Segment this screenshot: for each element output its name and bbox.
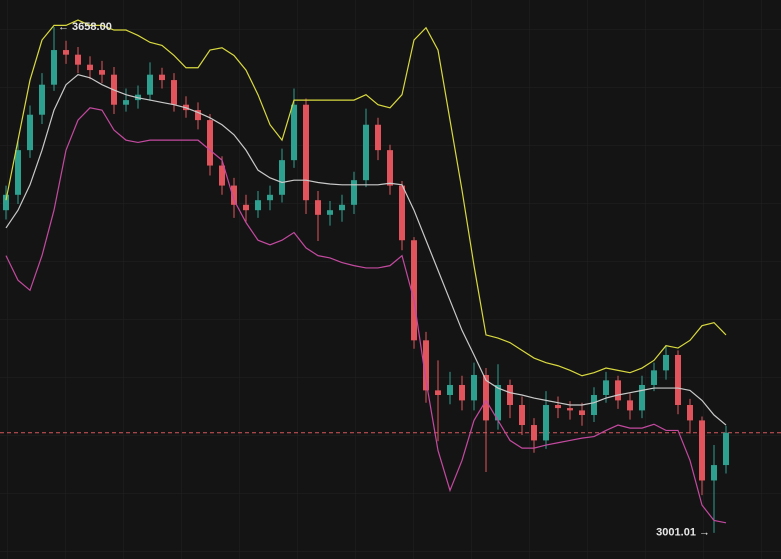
band-line [5,19,727,377]
candle-body [699,420,705,481]
candle-body [471,374,477,401]
candle-body [159,74,165,81]
candle-body [255,200,261,211]
candle-body [99,70,105,75]
candle-body [651,370,657,385]
candle-body [495,384,501,421]
candle-body [195,110,201,121]
candle-body [63,50,69,55]
candle-body [459,384,465,401]
candle-body [327,210,333,215]
candle-body [723,432,729,466]
candle-body [147,74,153,95]
candle-body [51,50,57,85]
candle-body [231,185,237,205]
max-label: ← 3658.00 [58,21,112,33]
candle-body [123,100,129,105]
candle-body [543,405,549,441]
candle-body [483,374,489,421]
band-line [5,74,727,426]
candle-body [567,408,573,411]
candle-body [387,150,393,186]
candle-body [219,165,225,186]
candle-body [363,124,369,181]
candle-body [447,384,453,395]
candle-body [663,354,669,371]
candle-body [291,104,297,161]
candle-body [39,84,45,115]
candle-body [603,380,609,395]
candle-body [579,410,585,416]
candle-body [351,180,357,205]
candle-body [507,384,513,406]
candle-body [687,405,693,421]
candle-body [87,64,93,71]
candle-body [591,394,597,416]
band-line [5,107,727,524]
min-label: 3001.01 → [656,527,710,539]
candle-body [339,204,345,211]
candle-body [27,114,33,151]
candle-body [399,185,405,241]
candle-body [15,150,21,195]
candle-body [711,465,717,481]
candle-body [243,204,249,211]
candle-body [627,400,633,411]
candle-body [267,194,273,201]
candle-body [207,120,213,166]
candle-body [315,200,321,215]
candle-body [675,354,681,406]
candle-body [279,160,285,195]
candle-body [411,240,417,341]
candle-body [435,390,441,395]
candle-body [531,425,537,441]
candle-body [303,104,309,201]
candle-body [3,194,9,211]
candle-body [375,124,381,151]
candle-body [171,80,177,105]
candle-body [639,384,645,411]
candle-body [615,380,621,401]
candle-body [555,405,561,409]
candle-body [75,54,81,65]
candle-body [519,405,525,426]
candle-body [423,340,429,391]
